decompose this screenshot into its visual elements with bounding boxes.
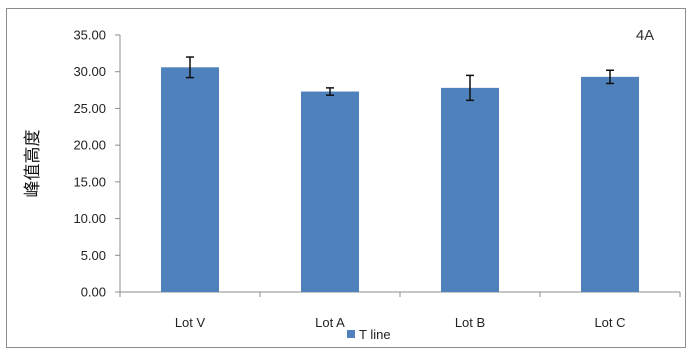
x-tick-label: Lot C [594,315,625,330]
panel-label: 4A [636,27,654,44]
y-axis-label: 峰值高度 [23,130,43,198]
x-tick-label: Lot V [175,315,206,330]
y-tick-label: 10.00 [73,211,106,226]
y-tick-label: 25.00 [73,101,106,116]
y-tick-label: 0.00 [81,285,106,300]
y-tick-label: 5.00 [81,248,106,263]
bar [441,87,499,293]
x-tick-label: Lot B [455,315,485,330]
bar [581,76,639,293]
legend-swatch [347,330,355,338]
y-tick-label: 20.00 [73,138,106,153]
legend-label: T line [359,327,391,342]
bar [161,67,219,293]
y-tick-label: 35.00 [73,28,106,43]
y-tick-label: 30.00 [73,64,106,79]
y-tick-label: 15.00 [73,174,106,189]
bar [301,91,359,292]
x-tick-label: Lot A [315,315,345,330]
